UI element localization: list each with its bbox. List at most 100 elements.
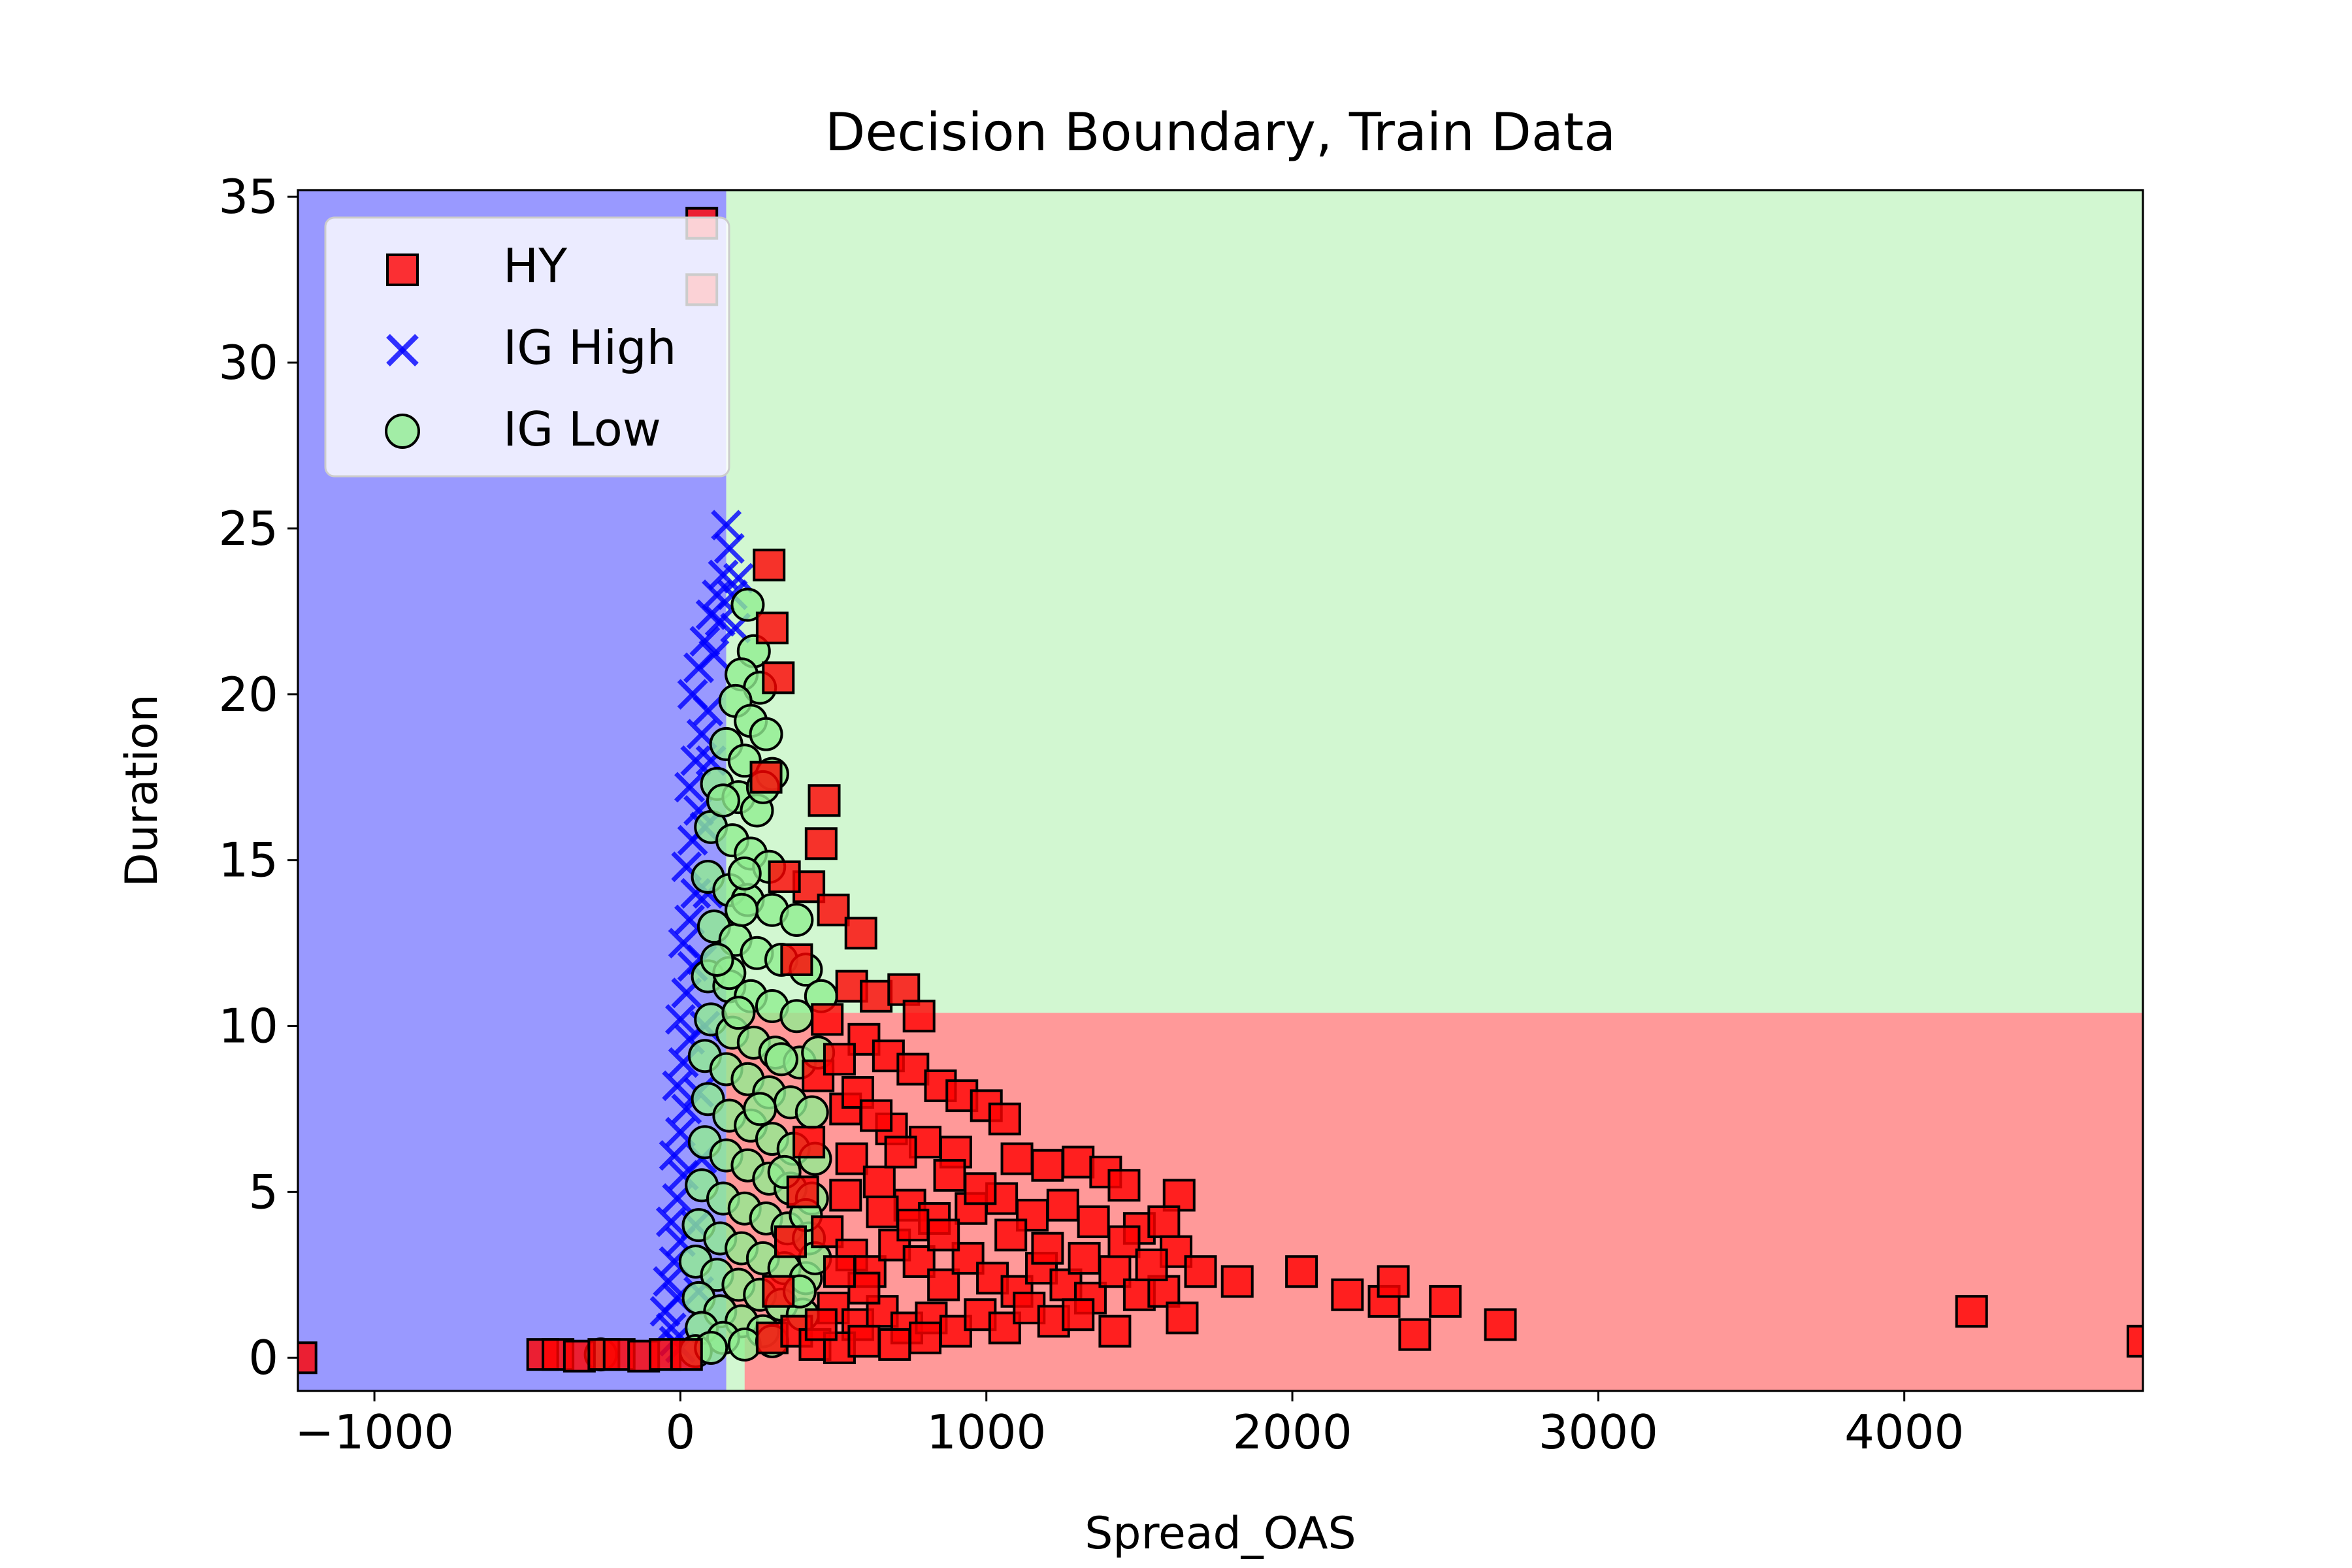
point-ig-low-44 <box>794 1095 829 1130</box>
point-ig-high-9 <box>704 606 736 637</box>
x-axis-label: Spread_OAS <box>1085 1508 1356 1560</box>
point-hy-123 <box>823 1255 856 1288</box>
point-hy-8 <box>670 1338 703 1371</box>
point-hy-101 <box>792 1126 826 1159</box>
point-hy-11 <box>753 548 786 581</box>
x-axis-ticks: −1000 0 1000 2000 3000 4000 <box>295 1391 1964 1460</box>
point-hy-35 <box>1031 1149 1064 1182</box>
point-ig-high-5 <box>689 626 721 657</box>
point-hy-58 <box>1398 1318 1431 1351</box>
point-hy-22 <box>902 1000 936 1033</box>
point-ig-low-6 <box>749 717 783 751</box>
point-hy-109 <box>860 1099 893 1132</box>
point-hy-29 <box>988 1102 1021 1135</box>
point-hy-90 <box>1062 1298 1095 1331</box>
y-tick-label: 20 <box>218 667 278 722</box>
point-ig-high-1 <box>713 532 745 564</box>
region-ig-low-1 <box>726 190 2143 1013</box>
point-hy-25 <box>896 1053 930 1086</box>
point-hy-78 <box>1166 1301 1199 1335</box>
legend-marker-ig-low <box>385 414 420 449</box>
point-hy-124 <box>804 1308 838 1341</box>
point-hy-104 <box>780 943 813 976</box>
point-hy-15 <box>804 827 838 860</box>
y-axis-label: Duration <box>116 694 168 887</box>
point-hy-107 <box>823 1043 856 1076</box>
y-axis-ticks: 0 5 10 15 20 25 30 35 <box>218 169 298 1385</box>
chart-title: Decision Boundary, Train Data <box>825 102 1616 163</box>
x-tick-label: 0 <box>666 1405 696 1460</box>
point-ig-high-10 <box>693 695 724 727</box>
point-hy-18 <box>844 917 877 950</box>
y-tick-label: 25 <box>218 501 278 556</box>
point-hy-47 <box>1046 1188 1079 1222</box>
point-hy-12 <box>755 612 789 645</box>
point-hy-106 <box>749 760 783 794</box>
point-ig-high-34 <box>653 1266 684 1297</box>
point-hy-119 <box>896 1209 930 1242</box>
point-ig-high-28 <box>659 1140 690 1171</box>
point-ig-low-93 <box>743 1092 777 1126</box>
point-hy-100 <box>786 1175 819 1209</box>
point-hy-14 <box>808 784 841 817</box>
point-hy-115 <box>1068 1241 1101 1275</box>
point-hy-40 <box>835 1142 868 1175</box>
point-hy-110 <box>884 1135 917 1169</box>
point-hy-52 <box>1184 1255 1217 1288</box>
point-hy-13 <box>762 661 795 694</box>
point-hy-61 <box>1955 1295 1988 1328</box>
point-ig-high-8 <box>698 639 730 670</box>
point-hy-95 <box>847 1324 881 1358</box>
point-hy-38 <box>1107 1169 1141 1202</box>
point-hy-113 <box>994 1218 1028 1252</box>
y-tick-label: 35 <box>218 169 278 224</box>
point-hy-105 <box>768 860 801 894</box>
point-hy-77 <box>1147 1275 1181 1308</box>
point-hy-0 <box>298 1341 318 1375</box>
point-hy-99 <box>774 1225 808 1258</box>
point-hy-59 <box>1429 1284 1462 1318</box>
point-ig-high-36 <box>649 1296 681 1327</box>
point-hy-53 <box>1220 1265 1254 1298</box>
point-hy-36 <box>1062 1145 1095 1179</box>
y-tick-label: 10 <box>218 998 278 1053</box>
point-ig-low-91 <box>721 996 756 1030</box>
x-tick-label: 1000 <box>926 1405 1046 1460</box>
point-hy-118 <box>927 1218 960 1252</box>
point-hy-34 <box>1000 1142 1034 1175</box>
point-hy-57 <box>1377 1265 1410 1298</box>
point-ig-low-92 <box>764 1042 798 1077</box>
point-hy-117 <box>1135 1249 1168 1282</box>
point-hy-96 <box>878 1328 911 1361</box>
point-hy-98 <box>762 1275 795 1308</box>
point-ig-low-90 <box>700 942 734 977</box>
point-ig-low-89 <box>727 856 762 890</box>
point-ig-high-25 <box>662 1070 693 1102</box>
point-hy-48 <box>1077 1205 1110 1239</box>
point-ig-high-31 <box>655 1206 687 1237</box>
point-hy-60 <box>1484 1308 1517 1341</box>
point-ig-low-0 <box>730 587 765 622</box>
point-hy-62 <box>2127 1324 2143 1358</box>
point-hy-63 <box>811 1215 844 1249</box>
point-ig-low-87 <box>706 783 740 818</box>
legend-marker-hy <box>386 253 419 286</box>
point-hy-97 <box>909 1321 942 1354</box>
point-ig-high-51 <box>723 563 754 594</box>
point-ig-high-22 <box>664 1004 696 1035</box>
y-tick-label: 0 <box>248 1330 278 1385</box>
legend-label-ig-high: IG High <box>503 320 676 375</box>
point-hy-116 <box>1107 1225 1141 1258</box>
legend: HY IG High IG Low <box>324 216 730 478</box>
point-hy-39 <box>1162 1179 1196 1212</box>
point-hy-55 <box>1331 1278 1364 1311</box>
x-tick-label: 3000 <box>1539 1405 1658 1460</box>
point-hy-103 <box>811 1003 844 1036</box>
legend-box <box>324 216 730 478</box>
legend-label-hy: HY <box>503 238 568 293</box>
y-tick-label: 30 <box>218 335 278 390</box>
legend-marker-ig-high <box>386 334 419 367</box>
point-hy-79 <box>1098 1315 1132 1348</box>
point-hy-112 <box>964 1172 997 1205</box>
